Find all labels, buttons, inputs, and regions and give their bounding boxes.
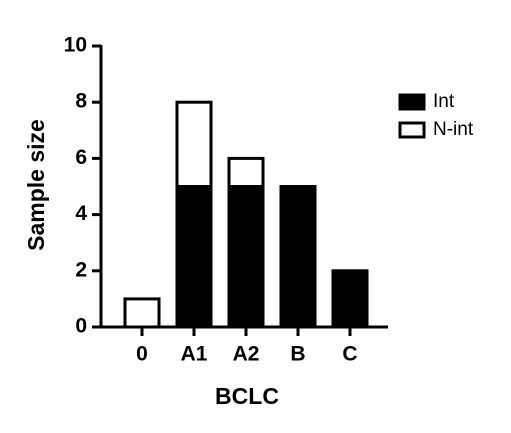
- legend-label: N-int: [433, 119, 474, 140]
- y-tick-label: 2: [75, 258, 87, 281]
- x-axis-title: BCLC: [215, 383, 279, 409]
- bar: [175, 100, 213, 188]
- y-tick-label: 10: [64, 34, 87, 57]
- y-tick-label: 8: [75, 90, 87, 113]
- bar: [279, 185, 317, 329]
- bar: [227, 185, 265, 329]
- y-tick-label: 4: [75, 202, 87, 225]
- y-tick-label: 0: [75, 315, 87, 338]
- legend-label: Int: [433, 91, 455, 112]
- y-tick-label: 6: [75, 146, 87, 169]
- x-tick-label: A2: [233, 343, 260, 366]
- legend-swatch: [398, 121, 426, 139]
- x-tick-label: B: [290, 343, 305, 366]
- y-axis-title: Sample size: [23, 119, 49, 251]
- legend-swatch: [398, 93, 426, 111]
- x-tick-label: 0: [136, 343, 148, 366]
- bar: [227, 156, 265, 188]
- x-tick-label: A1: [181, 343, 208, 366]
- bar: [331, 269, 369, 329]
- bar: [123, 297, 161, 329]
- bar: [175, 185, 213, 329]
- x-tick-label: C: [342, 343, 357, 366]
